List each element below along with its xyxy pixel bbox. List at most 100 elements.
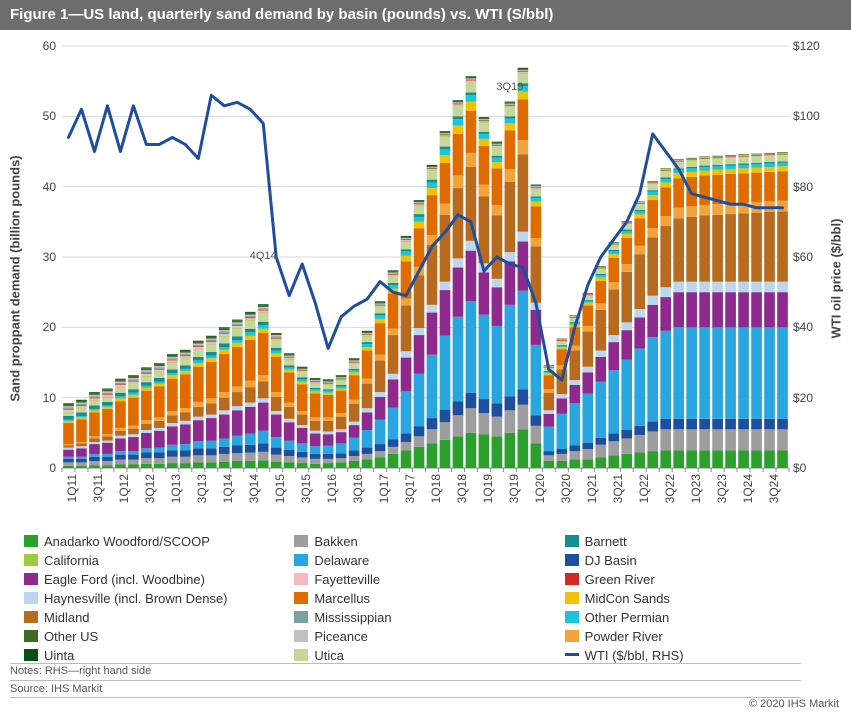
y-tick-left: 50: [30, 109, 56, 123]
legend-label: Other US: [44, 629, 98, 644]
legend: Anadarko Woodford/SCOOP Bakken Barnett Cali…: [20, 532, 831, 664]
divider-3: [10, 697, 801, 698]
x-tick: 1Q12: [117, 474, 131, 503]
y-tick-left: 40: [30, 180, 56, 194]
legend-label: Bakken: [314, 534, 357, 549]
y-tick-right: $60: [793, 250, 821, 264]
swatch-icon: [24, 630, 38, 642]
plot-svg: [62, 46, 789, 468]
swatch-icon: [24, 592, 38, 604]
x-tick: 3Q23: [715, 474, 729, 503]
x-tick: 3Q18: [455, 474, 469, 503]
legend-label: Green River: [585, 572, 655, 587]
swatch-icon: [565, 592, 579, 604]
line-swatch-icon: [565, 653, 579, 656]
divider-2: [10, 680, 801, 681]
legend-label: Fayetteville: [314, 572, 380, 587]
y-ticks-left: 0102030405060: [30, 46, 58, 468]
swatch-icon: [565, 630, 579, 642]
x-tick: 1Q17: [377, 474, 391, 503]
y-tick-left: 20: [30, 320, 56, 334]
x-tick: 1Q21: [585, 474, 599, 503]
swatch-icon: [294, 573, 308, 585]
x-tick: 1Q15: [273, 474, 287, 503]
swatch-icon: [24, 649, 38, 661]
x-tick: 1Q23: [689, 474, 703, 503]
x-ticks: 1Q113Q111Q123Q121Q133Q131Q143Q141Q153Q15…: [62, 470, 789, 526]
y-ticks-right: $0$20$40$60$80$100$120: [791, 46, 821, 468]
swatch-icon: [565, 554, 579, 566]
x-tick: 3Q21: [611, 474, 625, 503]
x-tick: 3Q14: [247, 474, 261, 503]
plot-wrap: 0102030405060 $0$20$40$60$80$100$120 4Q1…: [0, 30, 851, 526]
x-tick: 3Q17: [403, 474, 417, 503]
legend-label: Barnett: [585, 534, 627, 549]
legend-label: Haynesville (incl. Brown Dense): [44, 591, 228, 606]
legend-item: Anadarko Woodford/SCOOP: [20, 532, 290, 550]
swatch-icon: [294, 535, 308, 547]
swatch-icon: [294, 630, 308, 642]
legend-item: Other US: [20, 627, 290, 645]
legend-item: Delaware: [290, 551, 560, 569]
swatch-icon: [294, 554, 308, 566]
copyright: © 2020 IHS Markit: [749, 698, 839, 710]
swatch-icon: [294, 592, 308, 604]
y-tick-left: 60: [30, 39, 56, 53]
legend-item: Barnett: [561, 532, 831, 550]
x-tick: 1Q13: [169, 474, 183, 503]
legend-item: MidCon Sands: [561, 589, 831, 607]
y-tick-right: $40: [793, 320, 821, 334]
legend-label: DJ Basin: [585, 553, 637, 568]
swatch-icon: [565, 535, 579, 547]
legend-item: Marcellus: [290, 589, 560, 607]
legend-label: California: [44, 553, 99, 568]
y-tick-left: 30: [30, 250, 56, 264]
legend-item: Fayetteville: [290, 570, 560, 588]
x-tick: 3Q11: [91, 474, 105, 502]
swatch-icon: [24, 535, 38, 547]
chart-annotation: 4Q14: [250, 250, 277, 262]
x-tick: 1Q14: [221, 474, 235, 503]
legend-item: Bakken: [290, 532, 560, 550]
x-tick: 3Q20: [559, 474, 573, 503]
legend-label: WTI ($/bbl, RHS): [585, 648, 684, 663]
note-rhs: Notes: RHS—right hand side: [10, 664, 151, 678]
x-tick: 1Q20: [533, 474, 547, 503]
legend-item: Mississippian: [290, 608, 560, 626]
legend-item: Other Permian: [561, 608, 831, 626]
legend-item: Haynesville (incl. Brown Dense): [20, 589, 290, 607]
swatch-icon: [294, 649, 308, 661]
legend-label: Delaware: [314, 553, 369, 568]
x-tick: 1Q18: [429, 474, 443, 503]
legend-item: Eagle Ford (incl. Woodbine): [20, 570, 290, 588]
x-tick: 1Q11: [65, 474, 79, 502]
y-tick-right: $120: [793, 39, 821, 53]
legend-item: Utica: [290, 646, 560, 664]
x-tick: 1Q19: [481, 474, 495, 503]
x-tick: 3Q19: [507, 474, 521, 503]
x-tick: 3Q12: [143, 474, 157, 503]
swatch-icon: [565, 573, 579, 585]
legend-label: Uinta: [44, 648, 74, 663]
plot-area: 4Q143Q19: [62, 46, 789, 468]
notes-block: Notes: RHS—right hand side: [10, 664, 151, 678]
x-tick: 3Q24: [767, 474, 781, 503]
legend-label: Powder River: [585, 629, 663, 644]
swatch-icon: [24, 611, 38, 623]
x-tick: 3Q15: [299, 474, 313, 503]
legend-label: Marcellus: [314, 591, 370, 606]
legend-label: Other Permian: [585, 610, 670, 625]
swatch-icon: [565, 611, 579, 623]
legend-item: Powder River: [561, 627, 831, 645]
legend-label: Midland: [44, 610, 90, 625]
y-tick-right: $100: [793, 109, 821, 123]
legend-label: Mississippian: [314, 610, 391, 625]
y-tick-left: 10: [30, 391, 56, 405]
legend-item: WTI ($/bbl, RHS): [561, 646, 831, 664]
x-tick: 1Q24: [741, 474, 755, 503]
legend-item: Green River: [561, 570, 831, 588]
x-tick: 1Q22: [637, 474, 651, 503]
swatch-icon: [24, 554, 38, 566]
legend-label: Utica: [314, 648, 344, 663]
legend-label: Anadarko Woodford/SCOOP: [44, 534, 210, 549]
